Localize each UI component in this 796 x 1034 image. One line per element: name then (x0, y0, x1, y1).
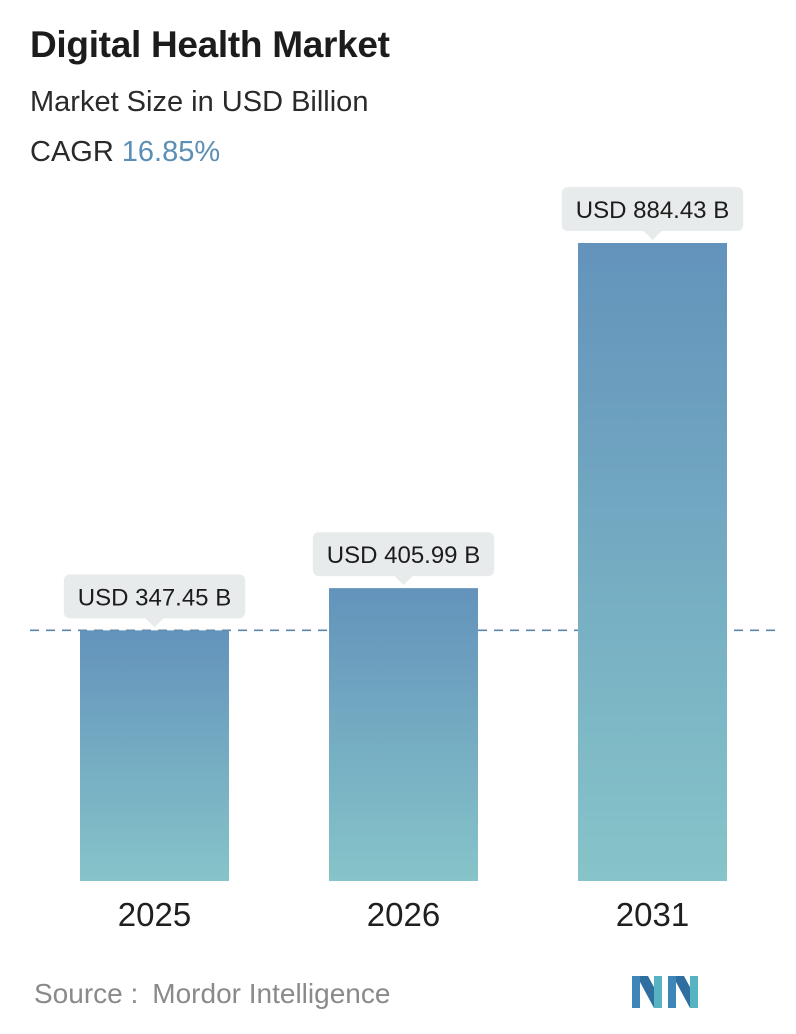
data-label-bubble-2025 (63, 574, 246, 628)
source-line: Source : Mordor Intelligence (34, 978, 390, 1010)
source-label: Source : (34, 978, 139, 1009)
mordor-intelligence-logo-icon (632, 976, 698, 1008)
cagr-label: CAGR (30, 136, 114, 168)
data-label-2031: USD 884.43 B (561, 187, 744, 240)
data-label-2026: USD 405.99 B (312, 532, 495, 586)
data-label-text-2025: USD 347.45 B (78, 584, 231, 611)
x-tick-label-2026: 2026 (367, 896, 440, 933)
data-label-text-2031: USD 884.43 B (576, 197, 729, 224)
data-label-bubble-2026 (312, 532, 495, 586)
data-label-bubble-2031 (561, 187, 744, 240)
data-label-text-2026: USD 405.99 B (327, 542, 480, 569)
chart-subtitle: Market Size in USD Billion (30, 86, 369, 118)
x-tick-label-2025: 2025 (118, 896, 191, 933)
source-name: Mordor Intelligence (152, 978, 391, 1009)
bar-2026 (329, 588, 478, 881)
x-tick-label-2031: 2031 (616, 896, 689, 933)
chart-title: Digital Health Market (30, 24, 390, 65)
cagr-value: 16.85% (121, 136, 221, 168)
bar-2031 (578, 243, 727, 881)
data-label-2025: USD 347.45 B (63, 574, 246, 628)
bar-2025 (80, 630, 229, 881)
cagr-line: CAGR 16.85% (30, 136, 220, 169)
